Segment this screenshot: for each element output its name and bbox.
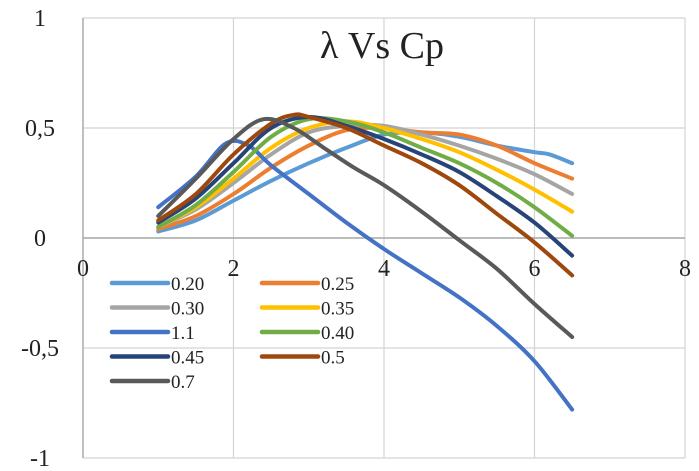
legend-item-0-30: 0.30 [109, 299, 204, 320]
legend-item-0-45: 0.45 [109, 348, 204, 369]
legend-item-0-7: 0.7 [109, 372, 195, 393]
x-tick-label: 4 [378, 256, 390, 282]
legend-label: 0.7 [171, 372, 195, 393]
x-tick-label: 2 [228, 256, 240, 282]
x-tick-label: 8 [679, 256, 691, 282]
x-tick-labels: 0 2 4 6 8 [77, 256, 691, 282]
series-line-0-5 [156, 112, 575, 278]
legend-label: 0.25 [321, 274, 354, 295]
legend-label: 0.20 [171, 274, 204, 295]
series-line-0-35 [156, 119, 575, 229]
legend-item-0-25: 0.25 [259, 274, 354, 295]
chart-title: λ Vs Cp [320, 25, 444, 67]
y-tick-label: 1 [34, 6, 46, 32]
legend-label: 0.35 [321, 299, 354, 320]
legend-label: 0.45 [171, 348, 204, 369]
legend-label: 0.30 [171, 299, 204, 320]
series-line-0-45 [156, 114, 575, 258]
x-tick-label: 0 [77, 256, 89, 282]
x-tick-label: 6 [529, 256, 541, 282]
y-tick-label: 0 [34, 226, 46, 252]
series-line-0-40 [156, 116, 575, 238]
legend-item-0-5: 0.5 [259, 348, 345, 369]
series-lines [156, 112, 575, 412]
series-line-1-1 [156, 138, 575, 412]
series-line-0-7 [156, 116, 575, 339]
legend-item-0-20: 0.20 [109, 274, 204, 295]
axes [82, 18, 685, 458]
y-tick-labels: 1 0,5 0 -0,5 -1 [21, 6, 59, 471]
y-tick-label: -1 [30, 446, 50, 471]
legend: 0.20 0.30 1.1 0.45 0.7 0.25 0.35 0.40 0.5 [109, 274, 354, 393]
legend-item-0-35: 0.35 [259, 299, 354, 320]
legend-item-0-40: 0.40 [259, 323, 354, 344]
legend-label: 1.1 [171, 323, 195, 344]
y-tick-label: 0,5 [25, 116, 55, 142]
series-line-0-20 [156, 130, 575, 234]
legend-item-1-1: 1.1 [109, 323, 195, 344]
y-tick-label: -0,5 [21, 336, 59, 362]
legend-label: 0.5 [321, 348, 345, 369]
legend-label: 0.40 [321, 323, 354, 344]
